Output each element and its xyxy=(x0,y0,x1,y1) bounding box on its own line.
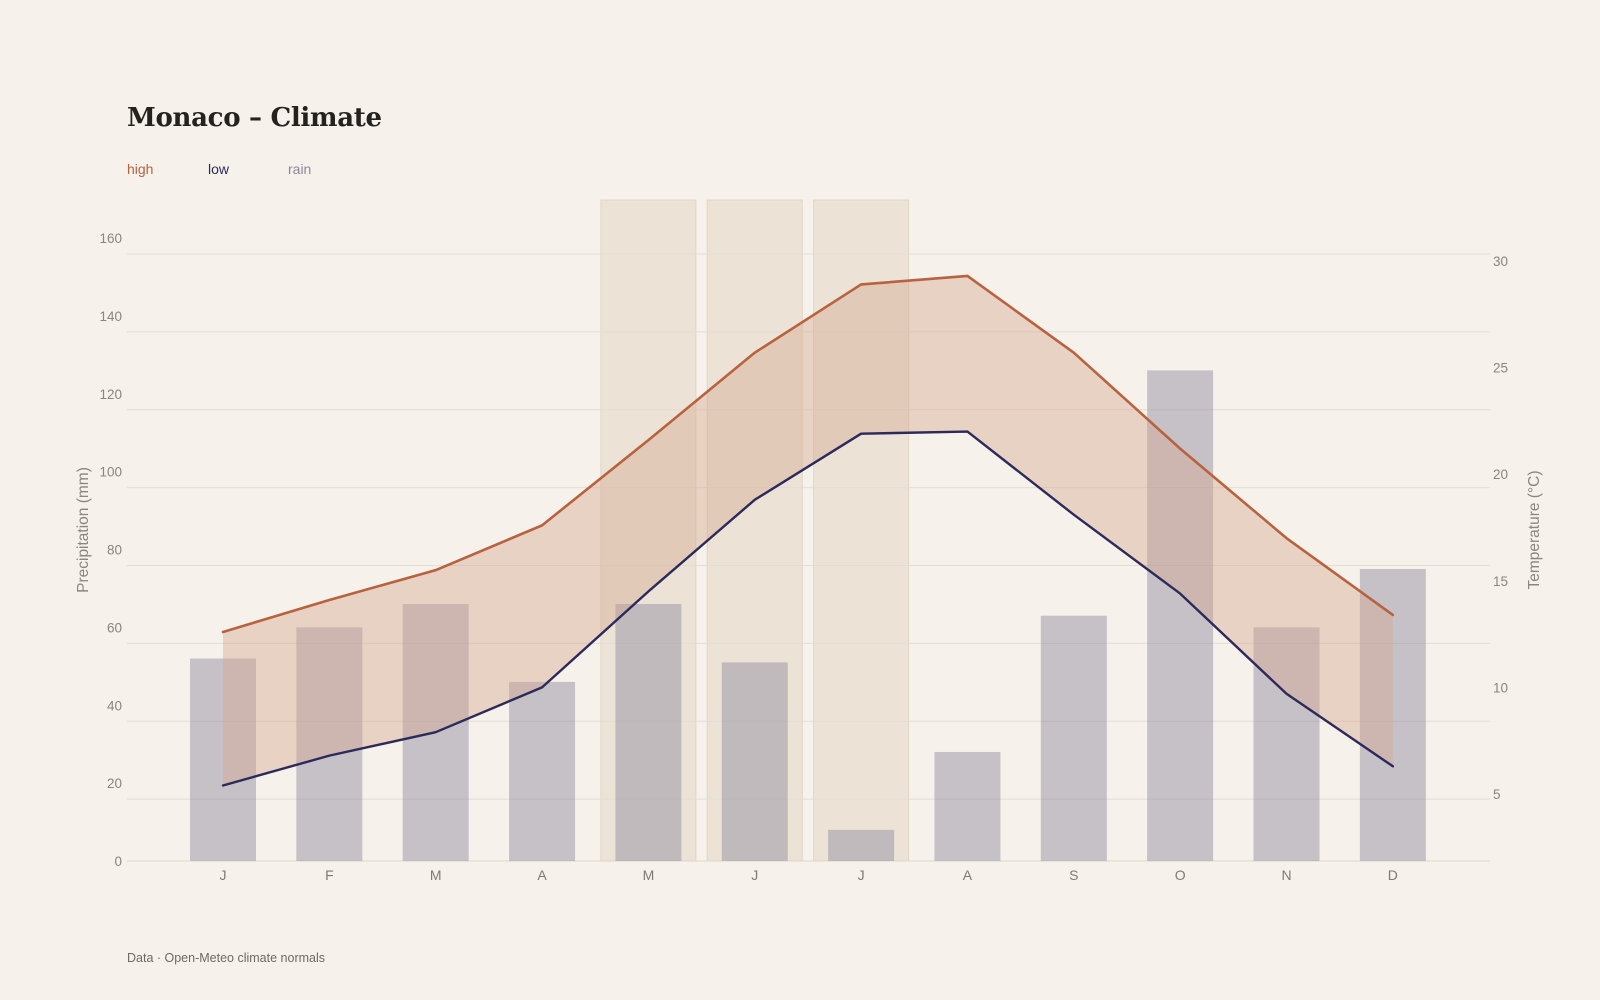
x-tick-label: O xyxy=(1175,867,1186,883)
x-tick-label: N xyxy=(1281,867,1291,883)
y-left-tick-label: 140 xyxy=(99,309,122,324)
axes-layer: 0 20 40 60 80 100 120 140 160 5 10 15 20 25 30 J F M A M J J A… xyxy=(75,231,1543,883)
rain-bar xyxy=(615,604,682,861)
rain-bar xyxy=(721,662,788,861)
x-tick-label: M xyxy=(643,867,655,883)
bar-layer xyxy=(190,370,1426,861)
rain-bar xyxy=(296,627,363,861)
legend-high: high xyxy=(127,161,154,177)
rain-bar xyxy=(1040,615,1107,861)
rain-bar xyxy=(509,681,576,861)
y-right-tick-label: 25 xyxy=(1493,361,1508,376)
x-tick-label: A xyxy=(963,867,973,883)
y-right-axis-title: Temperature (°C) xyxy=(1526,470,1543,589)
data-source-footer: Data · Open-Meteo climate normals xyxy=(127,951,325,965)
highlight-layer xyxy=(600,199,910,862)
highlight-month-5 xyxy=(706,199,803,862)
rain-bar xyxy=(828,829,895,861)
temperature-band xyxy=(223,275,1393,786)
x-tick-label: J xyxy=(220,867,227,883)
x-tick-label: A xyxy=(537,867,547,883)
y-right-tick-label: 30 xyxy=(1493,254,1508,269)
y-left-tick-label: 0 xyxy=(114,854,122,869)
x-tick-label: J xyxy=(751,867,758,883)
band-layer xyxy=(223,275,1393,786)
highlight-month-6 xyxy=(813,199,910,862)
y-left-tick-label: 120 xyxy=(99,387,122,402)
x-tick-label: D xyxy=(1388,867,1398,883)
y-left-tick-label: 80 xyxy=(107,543,122,558)
y-left-tick-label: 40 xyxy=(107,698,122,713)
x-tick-label: F xyxy=(325,867,334,883)
line-layer xyxy=(221,274,1395,787)
high-line xyxy=(221,274,1395,634)
y-left-tick-label: 60 xyxy=(107,620,122,635)
y-right-tick-label: 15 xyxy=(1493,574,1508,589)
y-right-tick-label: 10 xyxy=(1493,680,1508,695)
y-left-tick-label: 100 xyxy=(99,465,122,480)
highlight-month-4 xyxy=(600,199,697,862)
grid-layer xyxy=(127,253,1490,862)
rain-bar xyxy=(1253,627,1320,861)
legend-rain: rain xyxy=(288,161,312,177)
y-right-tick-label: 5 xyxy=(1493,787,1501,802)
rain-bar xyxy=(934,751,1001,861)
x-tick-label: M xyxy=(430,867,442,883)
y-left-tick-label: 20 xyxy=(107,776,122,791)
rain-bar xyxy=(190,658,256,861)
legend-low: low xyxy=(208,161,230,177)
y-left-axis-title: Precipitation (mm) xyxy=(75,467,92,593)
rain-bar xyxy=(1359,568,1426,861)
chart-title: Monaco – Climate xyxy=(127,103,382,133)
x-tick-label: S xyxy=(1069,867,1078,883)
y-right-tick-label: 20 xyxy=(1493,467,1508,482)
y-left-tick-label: 160 xyxy=(99,231,122,246)
low-line xyxy=(221,430,1395,787)
x-tick-label: J xyxy=(858,867,865,883)
